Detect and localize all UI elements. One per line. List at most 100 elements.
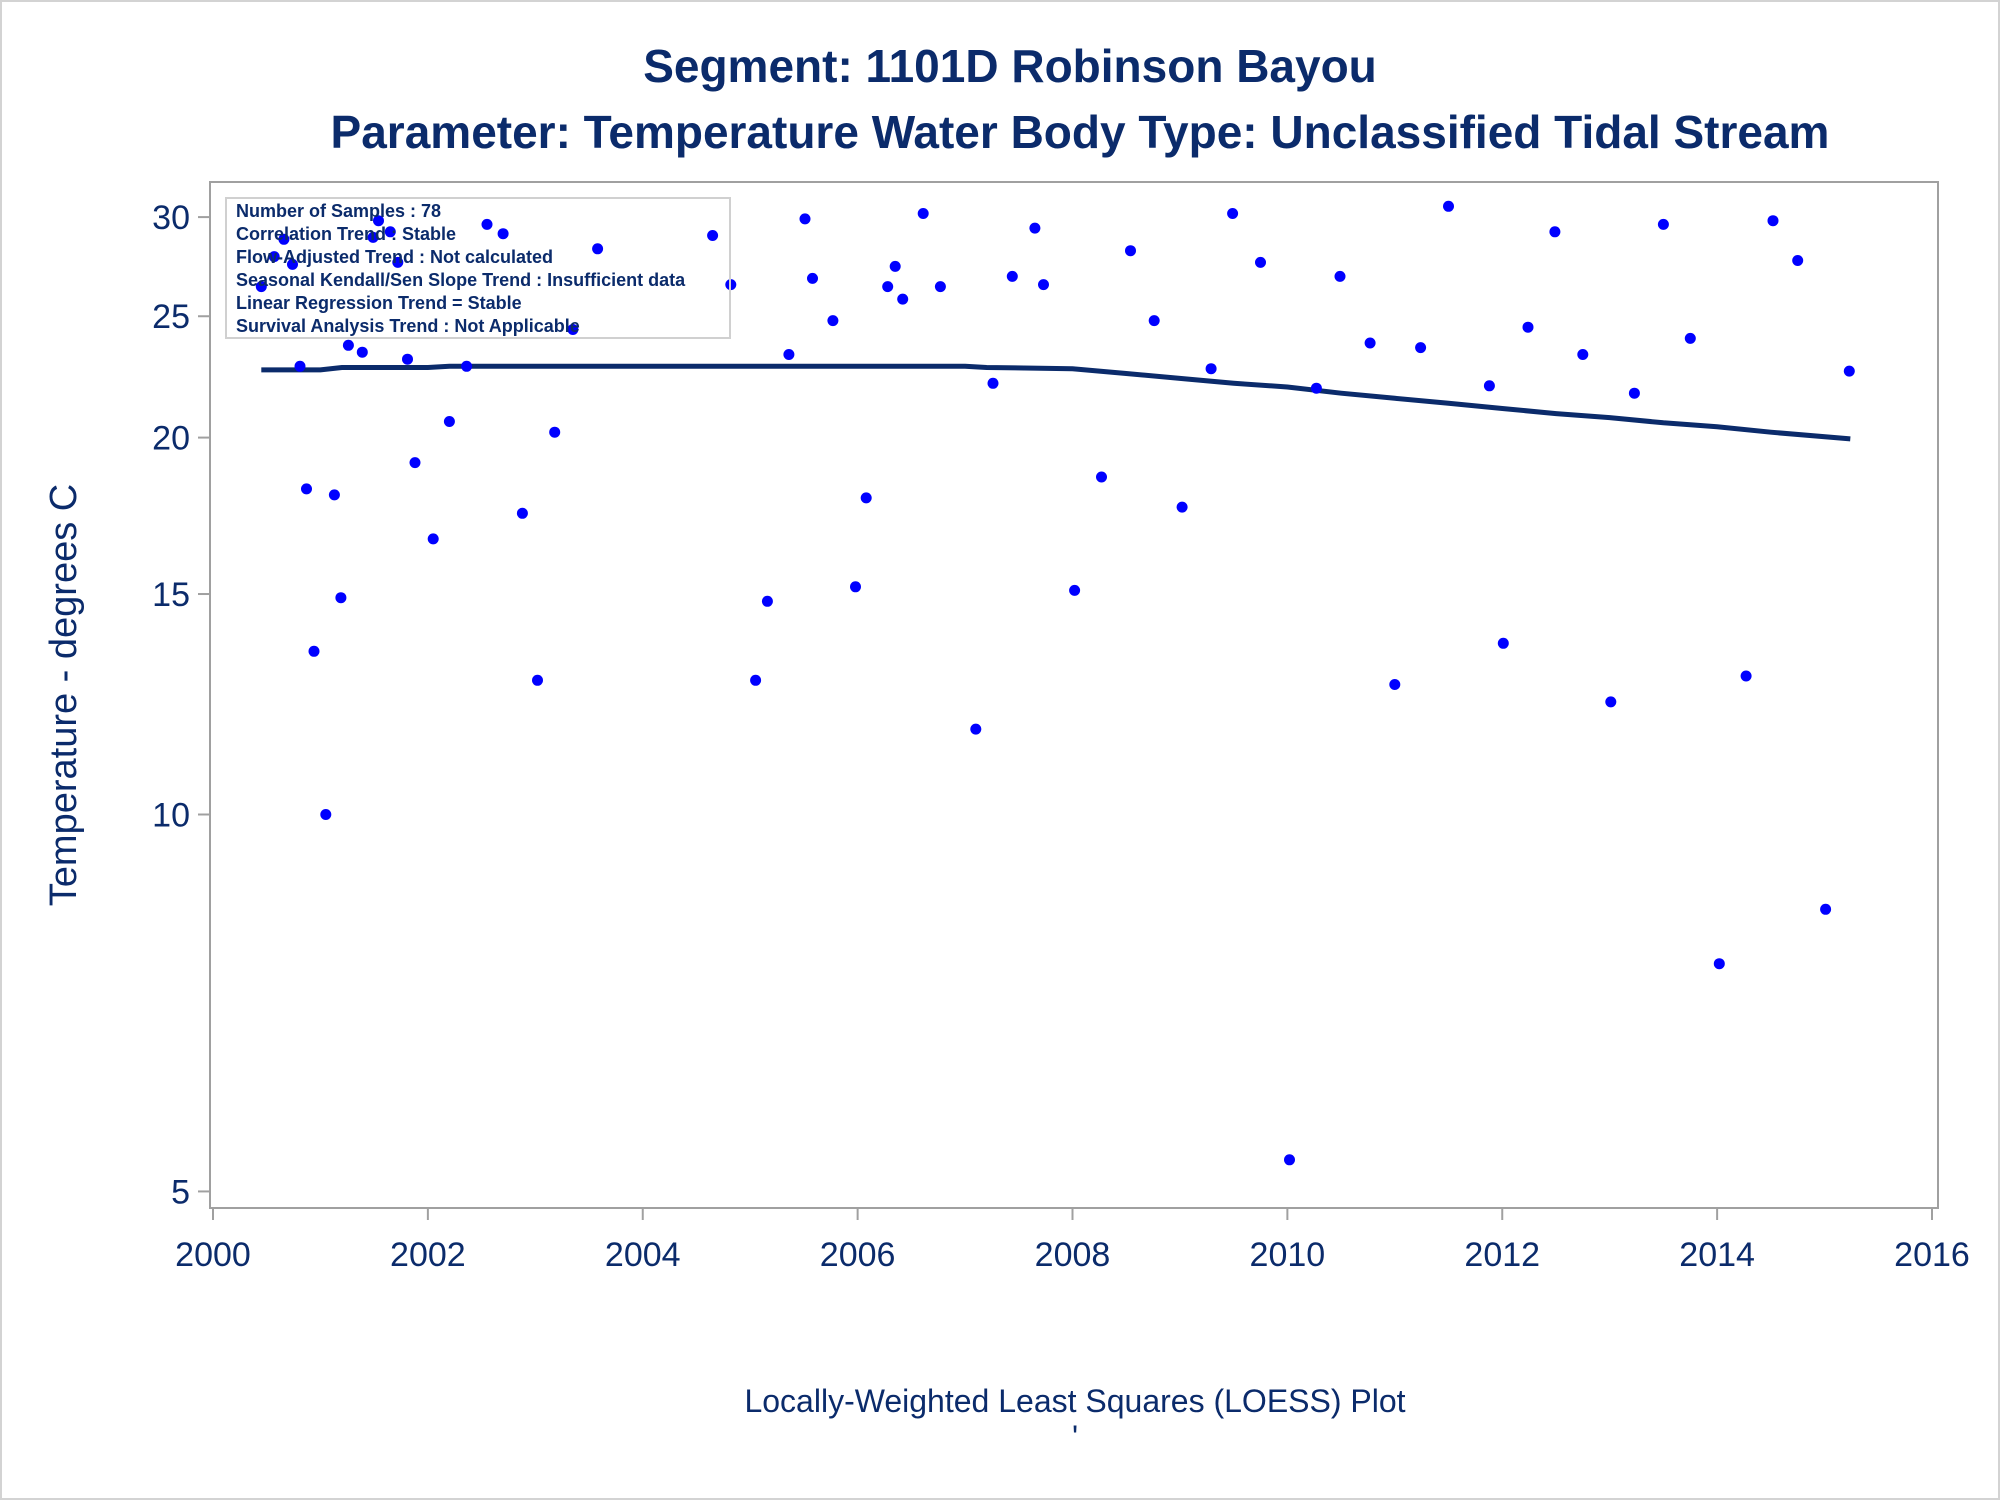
data-point: [373, 215, 384, 227]
x-tick-label: 2004: [605, 1236, 681, 1274]
x-tick-label: 2008: [1035, 1236, 1111, 1274]
x-axis: 2000 2002 2004 2006 2008 2010 2012 2014 2016: [175, 1208, 1970, 1274]
data-point: [278, 233, 290, 245]
data-point: [1684, 332, 1696, 344]
data-point: [882, 281, 894, 293]
stats-box: Number of Samples : 78 Correlation Trend…: [225, 197, 731, 339]
stats-box-border: [225, 197, 731, 339]
data-point: [1125, 245, 1136, 257]
data-point: [1310, 382, 1322, 394]
data-point: [1740, 670, 1752, 682]
data-point: [1029, 222, 1041, 234]
data-point: [1334, 270, 1346, 282]
data-point: [1657, 218, 1669, 230]
data-point: [497, 228, 509, 240]
data-point: [1443, 200, 1454, 212]
data-point: [1577, 349, 1589, 360]
data-point: [987, 377, 999, 389]
data-point: [889, 260, 901, 272]
data-point: [1148, 315, 1160, 327]
data-point: [1605, 696, 1617, 708]
x-tick-label: 2006: [820, 1236, 896, 1274]
data-point: [1006, 270, 1018, 282]
data-point: [1415, 342, 1427, 354]
y-axis: 5 10 15 20 25 30: [152, 199, 210, 1211]
data-point: [917, 208, 929, 219]
x-tick-label: 2000: [175, 1236, 251, 1274]
data-point: [255, 281, 267, 293]
data-point: [1227, 208, 1239, 219]
scatter-points: [255, 200, 1855, 1166]
data-point: [567, 324, 579, 335]
data-point: [750, 674, 762, 686]
data-point: [268, 251, 280, 263]
data-point: [850, 581, 861, 593]
y-tick-label: 25: [152, 298, 190, 336]
footnote-mark: ': [1072, 1419, 1078, 1455]
loess-line: [261, 363, 1851, 442]
data-point: [827, 315, 839, 327]
y-axis-label: Temperature - degrees C: [43, 484, 85, 906]
data-point: [287, 258, 298, 270]
stat-seasonal-kendall: Seasonal Kendall/Sen Slope Trend : Insuf…: [236, 270, 686, 290]
stat-linear-regression: Linear Regression Trend = Stable: [236, 293, 522, 313]
y-tick-label: 10: [152, 797, 190, 835]
data-point: [592, 243, 604, 255]
data-point: [897, 293, 909, 305]
data-point: [1205, 363, 1217, 375]
data-point: [402, 353, 413, 365]
data-point: [1820, 903, 1832, 915]
data-point: [1628, 387, 1640, 399]
data-point: [1255, 256, 1266, 268]
data-point: [1549, 226, 1561, 238]
data-point: [392, 256, 404, 268]
data-point: [1497, 637, 1509, 649]
data-point: [301, 483, 312, 495]
stat-correlation: Correlation Trend : Stable: [236, 224, 456, 244]
data-point: [1038, 279, 1049, 291]
data-point: [1522, 321, 1534, 333]
data-point: [807, 272, 818, 284]
data-point: [1284, 1154, 1295, 1166]
data-point: [461, 360, 473, 372]
chart-subtitle: Parameter: Temperature Water Body Type: …: [331, 106, 1830, 158]
data-point: [860, 492, 872, 504]
x-tick-label: 2002: [390, 1236, 466, 1274]
data-point: [1792, 255, 1804, 266]
data-point: [783, 349, 795, 360]
data-point: [443, 416, 455, 427]
x-tick-label: 2010: [1250, 1236, 1326, 1274]
stat-survival-analysis: Survival Analysis Trend : Not Applicable: [236, 316, 580, 336]
y-tick-label: 30: [152, 199, 190, 237]
stat-samples: Number of Samples : 78: [236, 201, 441, 221]
data-point: [409, 457, 421, 469]
y-tick-label: 5: [171, 1173, 190, 1211]
data-point: [367, 231, 379, 243]
data-point: [1713, 958, 1725, 970]
data-point: [384, 226, 396, 238]
data-point: [761, 595, 773, 607]
data-point: [1389, 679, 1401, 690]
stat-flow-adjusted: Flow-Adjusted Trend : Not calculated: [236, 247, 553, 267]
data-point: [532, 674, 543, 686]
data-point: [342, 339, 354, 351]
data-point: [1069, 584, 1081, 596]
chart-title: Segment: 1101D Robinson Bayou: [643, 40, 1377, 92]
data-point: [320, 809, 332, 820]
data-point: [294, 360, 306, 372]
data-point: [799, 213, 811, 225]
data-point: [516, 507, 528, 519]
x-tick-label: 2016: [1894, 1236, 1970, 1274]
x-tick-label: 2014: [1679, 1236, 1755, 1274]
data-point: [356, 346, 368, 358]
x-tick-label: 2012: [1464, 1236, 1540, 1274]
data-point: [335, 592, 347, 604]
data-point: [1843, 365, 1855, 377]
data-point: [970, 723, 982, 735]
data-point: [427, 533, 439, 545]
data-point: [308, 645, 320, 657]
y-tick-label: 15: [152, 576, 190, 614]
data-point: [549, 426, 561, 438]
